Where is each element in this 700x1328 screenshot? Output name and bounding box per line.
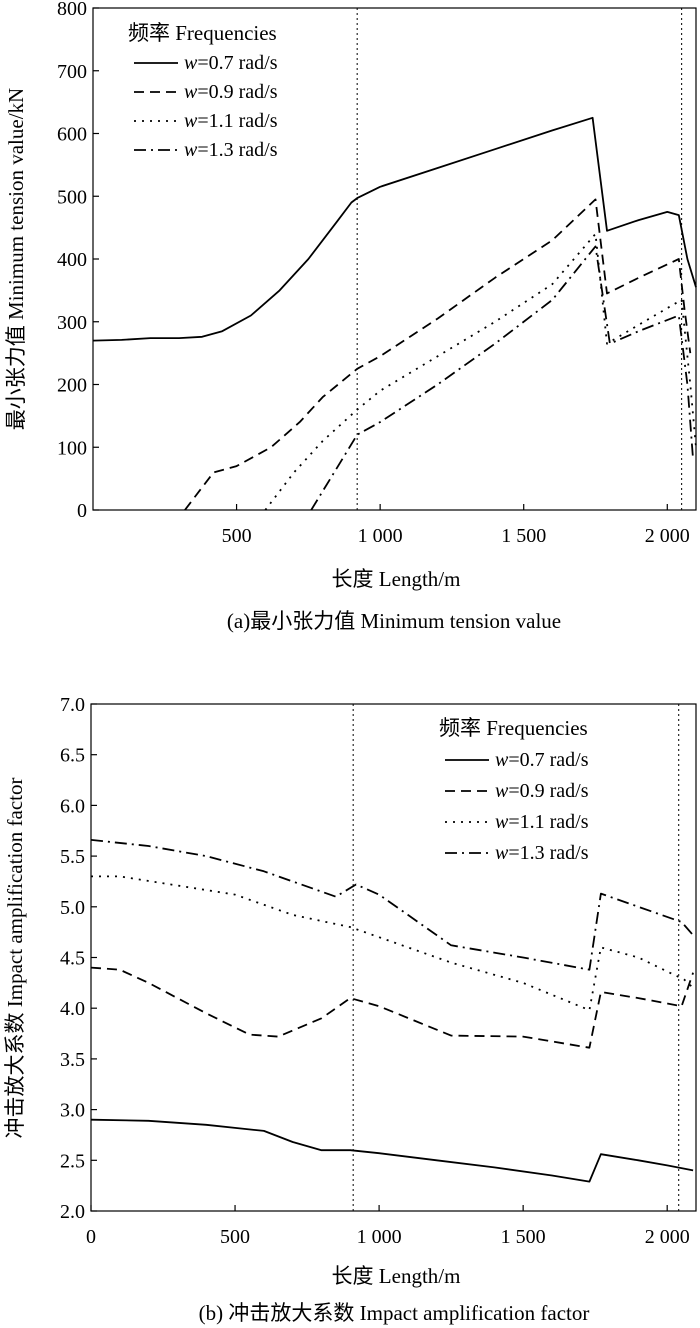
x-tick-label: 0: [86, 1226, 96, 1248]
x-tick-label: 2 000: [645, 1226, 690, 1248]
series-line: [92, 116, 697, 342]
x-axis-a: 500 1 000 1 500 2 000: [222, 504, 690, 547]
y-tick-label: 100: [57, 437, 87, 459]
y-axis-a: 0 100 200 300 400 500 600 700 800: [57, 0, 99, 522]
y-tick-label: 600: [57, 124, 87, 146]
y-tick-label: 6.5: [60, 745, 85, 767]
y-tick-label: 200: [57, 375, 87, 397]
y-axis-label-b: 冲击放大系数 Impact amplification factor: [3, 778, 27, 1139]
legend-label: w=0.7 rad/s: [495, 749, 589, 771]
y-tick-label: 2.5: [60, 1150, 85, 1172]
y-tick-label: 700: [57, 61, 87, 83]
y-tick-label: 0: [77, 500, 87, 522]
legend-label: w=0.9 rad/s: [495, 780, 589, 802]
plot-frame-b: [90, 703, 697, 1212]
y-axis-label-a: 最小张力值 Minimum tension value/kN: [4, 88, 28, 430]
y-tick-label: 500: [57, 186, 87, 208]
y-tick-label: 3.5: [60, 1049, 85, 1071]
series-line: [90, 839, 694, 971]
caption-b: (b) 冲击放大系数 Impact amplification factor: [199, 1301, 590, 1325]
series-lines-b: [90, 839, 694, 1183]
legend-title-a: 频率 Frequencies: [128, 21, 277, 45]
legend-title-b: 频率 Frequencies: [439, 716, 588, 740]
series-line: [264, 232, 697, 511]
y-axis-b: 2.0 2.5 3.0 3.5 4.0 4.5 5.0 5.5 6.0 6.5 7.0: [60, 694, 97, 1223]
y-tick-label: 6.0: [60, 795, 85, 817]
y-tick-label: 5.0: [60, 897, 85, 919]
y-tick-label: 300: [57, 312, 87, 334]
series-line: [184, 198, 692, 511]
x-axis-label-b: 长度 Length/m: [332, 1264, 461, 1288]
legend-label: w=1.3 rad/s: [184, 139, 278, 161]
legend-label: w=1.1 rad/s: [495, 811, 589, 833]
x-tick-label: 1 000: [358, 525, 403, 547]
series-line: [91, 875, 694, 1012]
y-tick-label: 5.5: [60, 846, 85, 868]
legend-b: 频率 Frequencies w=0.7 rad/s w=0.9 rad/s w=1…: [439, 716, 589, 864]
x-axis-label-a: 长度 Length/m: [332, 567, 461, 591]
series-lines-a: [92, 116, 697, 511]
x-tick-label: 1 500: [501, 1226, 546, 1248]
series-line: [310, 245, 694, 511]
y-tick-label: 400: [57, 249, 87, 271]
x-tick-label: 2 000: [645, 525, 690, 547]
legend-label: w=0.7 rad/s: [184, 52, 278, 74]
chart-panel-a: 0 100 200 300 400 500 600 700 800 500 1 000 1 500 2…: [4, 0, 697, 633]
chart-panel-b: 2.0 2.5 3.0 3.5 4.0 4.5 5.0 5.5 6.0 6.5 7.0 0 500 1 …: [3, 694, 697, 1325]
reference-lines-a: [356, 8, 683, 510]
y-tick-label: 3.0: [60, 1100, 85, 1122]
x-tick-label: 500: [220, 1226, 250, 1248]
legend-label: w=0.9 rad/s: [184, 81, 278, 103]
x-tick-label: 1 500: [501, 525, 546, 547]
legend-label: w=1.1 rad/s: [184, 110, 278, 132]
x-tick-label: 1 000: [357, 1226, 402, 1248]
y-tick-label: 4.0: [60, 998, 85, 1020]
series-line: [90, 1118, 694, 1183]
y-tick-label: 800: [57, 0, 87, 20]
legend-a: 频率 Frequencies w=0.7 rad/s w=0.9 rad/s w=1…: [128, 21, 278, 161]
caption-a: (a)最小张力值 Minimum tension value: [227, 609, 561, 633]
y-tick-label: 2.0: [60, 1201, 85, 1223]
x-tick-label: 500: [222, 525, 252, 547]
series-line: [90, 966, 694, 1049]
y-tick-label: 7.0: [60, 694, 85, 716]
x-axis-b: 0 500 1 000 1 500 2 000: [86, 1205, 690, 1248]
y-tick-label: 4.5: [60, 948, 85, 970]
legend-label: w=1.3 rad/s: [495, 842, 589, 864]
